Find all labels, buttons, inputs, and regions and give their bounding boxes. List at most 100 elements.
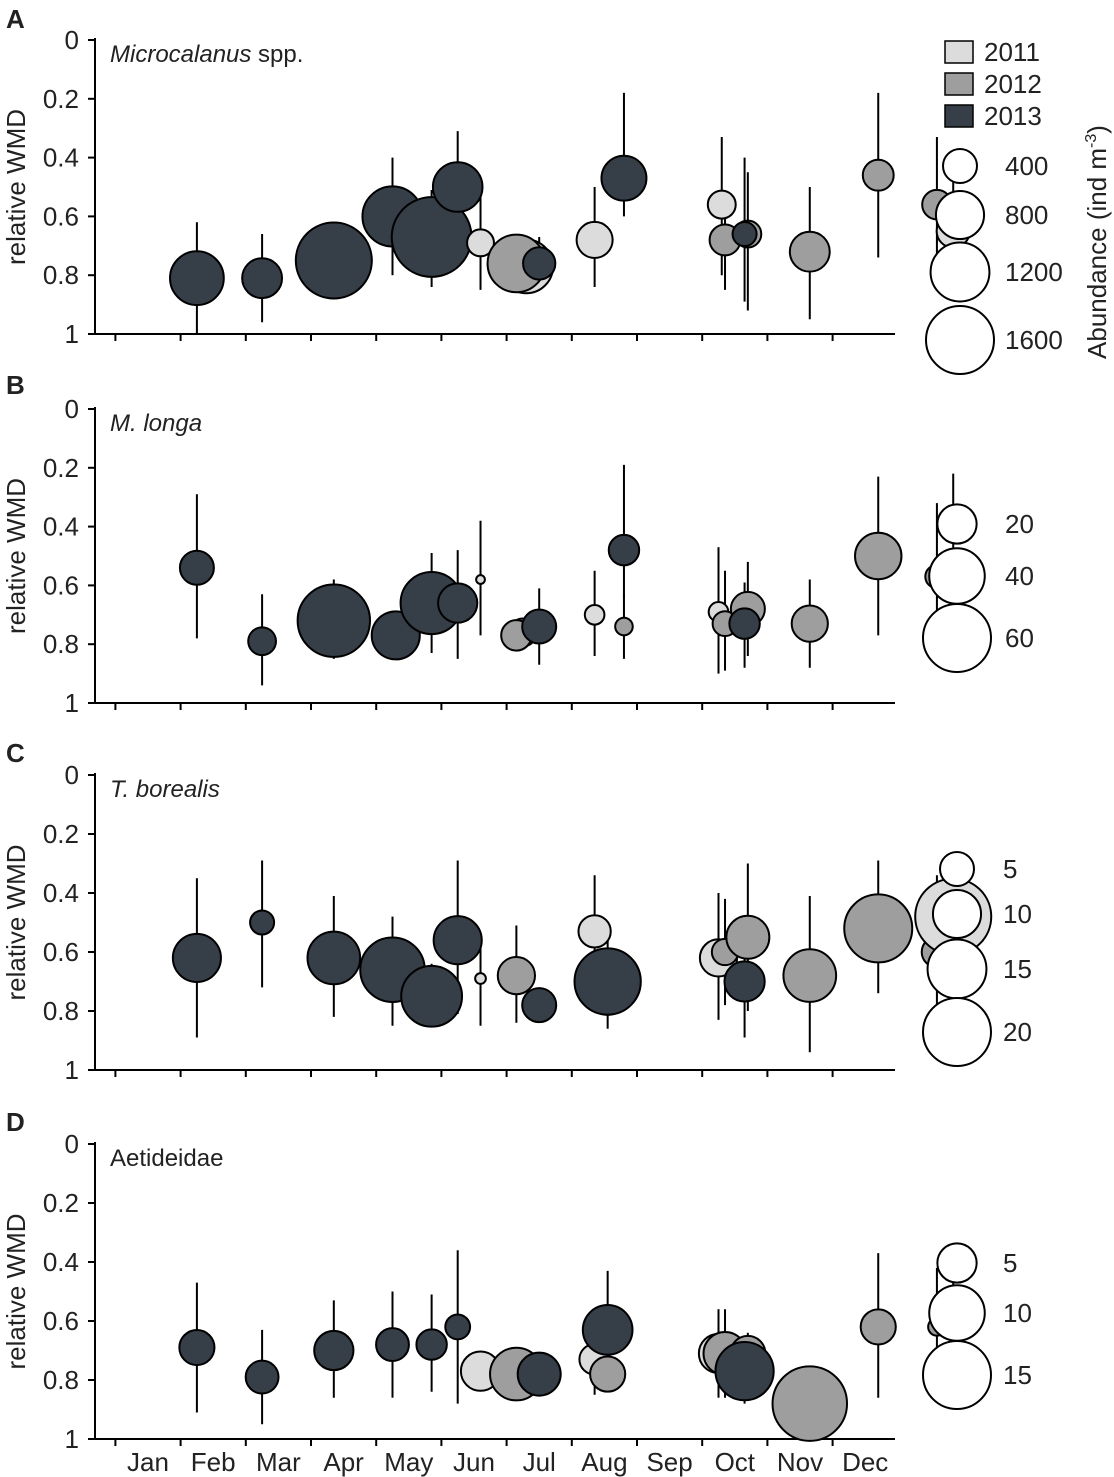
abundance-title-exponent: -3 — [1083, 134, 1100, 148]
size-legend-circle — [939, 851, 975, 887]
x-tick-label-nov: Nov — [777, 1447, 823, 1477]
y-tick-label: 0.8 — [43, 996, 79, 1026]
data-point-2012 — [771, 1365, 849, 1442]
y-axis-title: relative WMD — [1, 1213, 31, 1369]
y-tick-label: 0.4 — [43, 512, 79, 542]
data-point-2013 — [723, 960, 766, 1003]
data-point-2012 — [790, 604, 829, 643]
data-point-2013 — [714, 1341, 775, 1402]
y-tick-label: 1 — [65, 688, 79, 718]
data-point-2012 — [843, 893, 914, 964]
legend-swatch-2013 — [944, 104, 974, 128]
data-point-2013 — [581, 1304, 634, 1356]
x-tick-label-may: May — [384, 1447, 433, 1477]
size-legend-label: 800 — [1005, 200, 1048, 230]
data-point-2013 — [296, 583, 372, 658]
y-tick-label: 0.8 — [43, 629, 79, 659]
y-axis-title: relative WMD — [1, 478, 31, 634]
y-tick-label: 0.6 — [43, 937, 79, 967]
data-point-2013 — [244, 1359, 280, 1395]
y-tick-label: 0.4 — [43, 1247, 79, 1277]
size-legend-circle — [929, 241, 991, 303]
species-title-rest: Aetideidae — [110, 1145, 223, 1172]
panel-c: C 0 0.2 0.4 0.6 0.8 1 relative WMD T. borealis 5 1… — [1, 738, 1032, 1085]
data-point-2013 — [178, 549, 215, 586]
size-legend-circle — [922, 1340, 992, 1410]
y-tick-label: 0 — [65, 760, 79, 790]
size-legend-label: 10 — [1003, 1298, 1032, 1328]
size-legend-label: 20 — [1005, 509, 1034, 539]
data-point-2013 — [249, 909, 276, 936]
size-legend-label: 1600 — [1005, 325, 1063, 355]
y-tick-label: 1 — [65, 1424, 79, 1454]
species-title: M. longa — [110, 410, 202, 437]
size-legend-circle — [928, 547, 986, 605]
data-point-2013 — [521, 987, 558, 1024]
data-point-2013 — [600, 154, 648, 202]
size-legend-circle — [922, 997, 992, 1067]
legend-label-2011: 2011 — [984, 37, 1040, 67]
data-point-2012 — [782, 948, 838, 1003]
x-tick-label-sep: Sep — [646, 1447, 692, 1477]
x-tick-label-aug: Aug — [581, 1447, 627, 1477]
x-tick-label-jul: Jul — [523, 1447, 556, 1477]
data-point-2012 — [854, 531, 903, 581]
data-point-2012 — [788, 230, 831, 273]
x-tick-label-dec: Dec — [842, 1447, 888, 1477]
data-point-2013 — [247, 626, 277, 657]
y-tick-label: 0 — [65, 1129, 79, 1159]
size-legend-label: 400 — [1005, 151, 1048, 181]
species-title-rest: spp. — [251, 41, 303, 68]
data-point-2013 — [516, 1351, 562, 1397]
panel-b: B 0 0.2 0.4 0.6 0.8 1 relative WMD M. longa 20 40 6… — [1, 370, 1034, 718]
species-title: Aetideidae — [110, 1145, 223, 1172]
data-point-2012 — [589, 1355, 627, 1393]
species-title: Microcalanus spp. — [110, 41, 303, 68]
data-point-2012 — [725, 914, 771, 960]
data-point-2011 — [706, 189, 737, 220]
size-legend-label: 5 — [1003, 1248, 1017, 1278]
panel-letter: C — [6, 738, 25, 768]
y-tick-label: 0.4 — [43, 878, 79, 908]
y-tick-label: 0.8 — [43, 260, 79, 290]
x-tick-label-apr: Apr — [323, 1447, 364, 1477]
data-point-2013 — [178, 1328, 216, 1367]
data-point-2013 — [431, 161, 484, 213]
y-tick-label: 0.6 — [43, 1306, 79, 1336]
legend-swatch-2011 — [944, 40, 974, 64]
data-point-2012 — [614, 616, 634, 637]
size-legend-label: 5 — [1003, 854, 1017, 884]
size-legend-circle — [928, 1284, 986, 1342]
panel-a: A 0 0.2 0.4 0.6 0.8 1 relative WMD Microcalanus … — [1, 4, 1063, 375]
legend-swatch-2012 — [944, 72, 974, 96]
y-tick-label: 0.6 — [43, 570, 79, 600]
data-point-2013 — [241, 257, 284, 300]
data-point-2013 — [294, 221, 373, 300]
size-legend-label: 15 — [1003, 1360, 1032, 1390]
abundance-title-main: Abundance (ind m — [1082, 148, 1112, 359]
data-point-2013 — [169, 250, 225, 307]
panel-letter: A — [6, 4, 25, 34]
data-point-2011 — [577, 914, 612, 949]
size-legend-circle — [936, 503, 978, 545]
data-point-2013 — [400, 964, 464, 1028]
data-point-2013 — [521, 608, 558, 645]
size-legend-label: 15 — [1003, 954, 1032, 984]
y-tick-label: 0.2 — [43, 819, 79, 849]
y-axis-title: relative WMD — [1, 844, 31, 1000]
abundance-title-close: ) — [1082, 125, 1112, 134]
data-point-2012 — [859, 1308, 897, 1346]
species-title-italic: M. longa — [110, 410, 202, 437]
panel-letter: B — [6, 370, 25, 400]
data-point-2013 — [306, 930, 362, 986]
y-axis-title: relative WMD — [1, 109, 31, 265]
data-point-2013 — [437, 582, 479, 624]
y-tick-label: 0 — [65, 25, 79, 55]
size-legend-label: 40 — [1005, 561, 1034, 591]
size-legend-label: 60 — [1005, 623, 1034, 653]
data-point-2011 — [474, 972, 487, 985]
size-legend-circle — [931, 888, 983, 940]
size-legend-label: 1200 — [1005, 257, 1063, 287]
data-point-2013 — [375, 1327, 410, 1363]
